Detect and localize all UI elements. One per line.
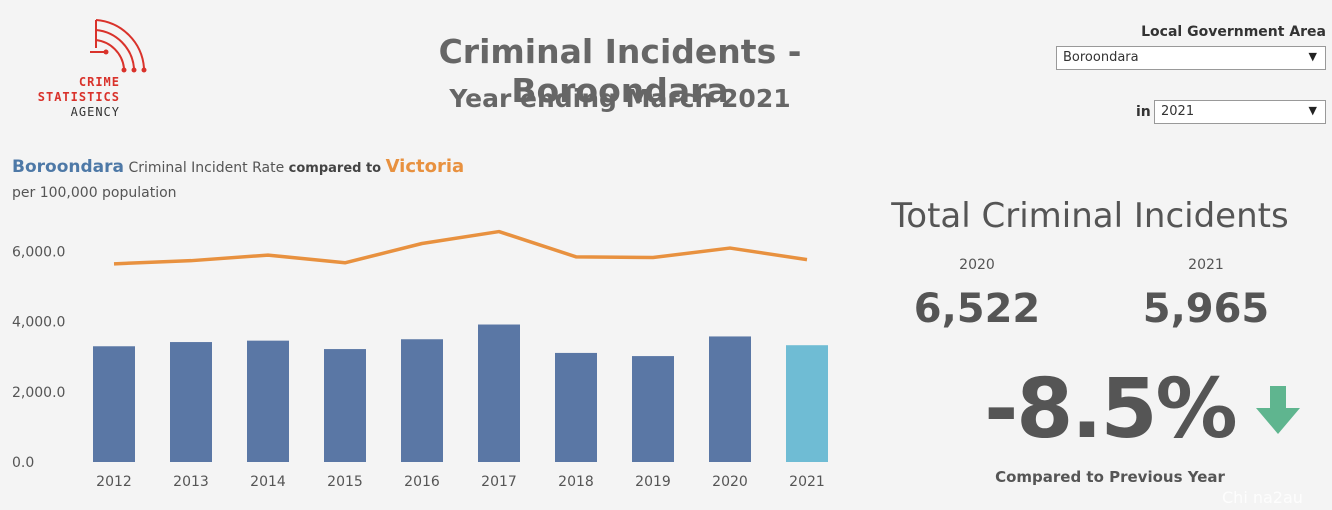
x-tick-label: 2017 <box>481 474 517 490</box>
logo-arcs-icon <box>90 19 147 73</box>
x-tick-label: 2018 <box>558 474 594 490</box>
chart-title-compare-area: Victoria <box>385 156 465 177</box>
watermark: Chi na2au <box>1222 488 1303 507</box>
x-tick-label: 2019 <box>635 474 671 490</box>
y-tick-label: 6,000.0 <box>12 245 65 261</box>
chart-title-text: Criminal Incident Rate <box>128 160 285 176</box>
chart-title-area: Boroondara <box>12 157 124 177</box>
bar-2015 <box>324 349 366 462</box>
bar-2016 <box>401 339 443 462</box>
kpi-title: Total Criminal Incidents <box>891 196 1289 236</box>
lga-select-value: Boroondara <box>1063 50 1139 65</box>
year-select-value: 2021 <box>1161 104 1195 119</box>
incident-rate-chart: 6,000.0 4,000.0 2,000.0 0.0 2012 2013 2014 2015… <box>12 229 828 490</box>
chart-title-compared: compared to <box>288 161 382 176</box>
bar-2019 <box>632 356 674 462</box>
bar-2013 <box>170 342 212 462</box>
lga-select[interactable]: Boroondara ▼ <box>1056 46 1326 70</box>
bar-2018 <box>555 352 597 462</box>
chart-subtitle: per 100,000 population <box>12 185 177 201</box>
x-tick-label: 2012 <box>96 474 132 490</box>
bar-2012 <box>93 346 135 462</box>
victoria-rate-line <box>113 229 808 266</box>
kpi-change-percent: -8.5% <box>984 362 1237 457</box>
y-tick-label: 4,000.0 <box>12 315 65 331</box>
crime-statistics-agency-logo: CRIME STATISTICS AGENCY <box>28 18 158 122</box>
page-title: Criminal Incidents - Boroondara <box>438 32 802 110</box>
arrow-down-icon <box>1256 386 1300 434</box>
x-tick-label: 2016 <box>404 474 440 490</box>
kpi-prev-year: 2020 <box>959 257 995 273</box>
chevron-down-icon: ▼ <box>1308 50 1317 63</box>
kpi-curr-value: 5,965 <box>1142 286 1270 332</box>
bar-2021 <box>786 345 828 462</box>
x-tick-label: 2014 <box>250 474 286 490</box>
y-tick-label: 2,000.0 <box>12 385 65 401</box>
x-tick-label: 2020 <box>712 474 748 490</box>
logo-text-agency: AGENCY <box>70 105 120 119</box>
year-filter-label: in <box>1136 104 1151 120</box>
page-subtitle: Year ending March 2021 <box>449 84 791 113</box>
y-tick-label: 0.0 <box>12 455 34 471</box>
logo-text-statistics: STATISTICS <box>37 90 120 104</box>
kpi-curr-year: 2021 <box>1188 257 1224 273</box>
kpi-change-note: Compared to Previous Year <box>995 468 1225 486</box>
bar-2017 <box>478 324 520 462</box>
x-tick-label: 2021 <box>789 474 825 490</box>
logo-text-crime: CRIME <box>78 75 120 89</box>
chart-title: Boroondara Criminal Incident Rate compar… <box>12 156 464 177</box>
year-select[interactable]: 2021 ▼ <box>1154 100 1326 124</box>
bar-2020 <box>709 336 751 462</box>
kpi-prev-value: 6,522 <box>913 286 1041 332</box>
chevron-down-icon: ▼ <box>1308 104 1317 117</box>
bar-2014 <box>247 340 289 462</box>
lga-filter-label: Local Government Area <box>1141 24 1326 40</box>
x-tick-label: 2013 <box>173 474 209 490</box>
x-tick-label: 2015 <box>327 474 363 490</box>
